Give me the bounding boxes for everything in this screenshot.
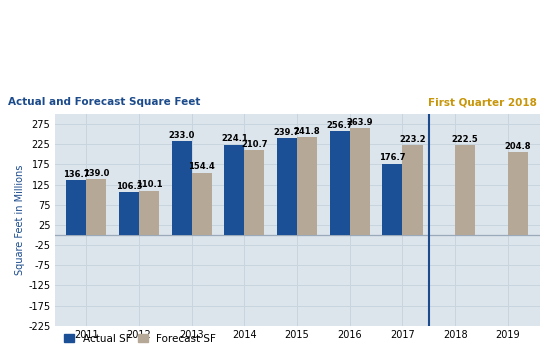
Bar <box>172 141 192 235</box>
Text: NAIOP: NAIOP <box>39 29 96 44</box>
Text: 223.2: 223.2 <box>399 135 426 144</box>
Text: 241.8: 241.8 <box>294 127 320 136</box>
Text: 136.7: 136.7 <box>63 169 89 179</box>
Text: First Quarter 2018: First Quarter 2018 <box>428 97 537 108</box>
Text: 110.1: 110.1 <box>136 180 162 189</box>
Text: 233.0: 233.0 <box>168 131 195 140</box>
Text: 204.8: 204.8 <box>505 142 531 151</box>
Text: 139.0: 139.0 <box>83 169 110 178</box>
Text: 176.7: 176.7 <box>379 153 405 162</box>
Text: 154.4: 154.4 <box>188 162 215 172</box>
Bar <box>119 192 139 235</box>
Y-axis label: Square Feet in Millions: Square Feet in Millions <box>15 164 25 275</box>
Text: 106.3: 106.3 <box>116 182 142 191</box>
Bar <box>86 179 106 235</box>
Text: 263.9: 263.9 <box>347 118 373 127</box>
Bar <box>350 129 370 235</box>
Bar <box>192 173 211 235</box>
Text: Actual and Forecast Square Feet: Actual and Forecast Square Feet <box>8 97 201 108</box>
Legend: Actual SF, Forecast SF: Actual SF, Forecast SF <box>60 329 220 348</box>
Text: 224.1: 224.1 <box>221 134 247 143</box>
Bar <box>277 138 297 235</box>
Bar <box>66 180 86 235</box>
Text: TABLE 2: TABLE 2 <box>8 6 43 15</box>
Bar <box>455 145 475 235</box>
Text: The: The <box>8 29 43 44</box>
Text: 239.7: 239.7 <box>274 128 300 137</box>
Text: 222.5: 222.5 <box>452 135 479 144</box>
Bar <box>244 150 264 235</box>
Bar <box>402 145 422 235</box>
Bar <box>508 152 528 235</box>
Bar <box>297 137 317 235</box>
Text: Industrial Space Demand Forecast: Industrial Space Demand Forecast <box>81 29 362 44</box>
Bar <box>139 190 159 235</box>
Text: U.S. Markets, Annual Net Absorption: U.S. Markets, Annual Net Absorption <box>8 71 223 84</box>
Bar <box>225 145 244 235</box>
Bar <box>383 164 402 235</box>
Bar <box>330 131 350 235</box>
Text: 210.7: 210.7 <box>241 140 268 149</box>
Text: 256.7: 256.7 <box>326 121 353 130</box>
